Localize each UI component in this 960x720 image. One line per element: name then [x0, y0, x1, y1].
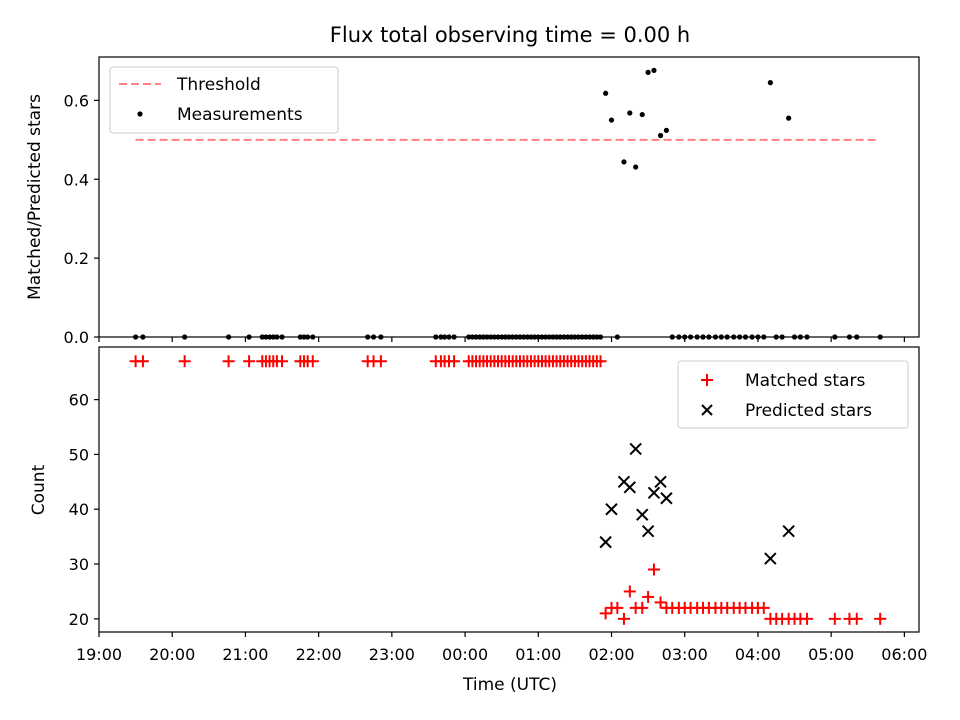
count-x-ticks: 19:00 20:00 21:00 22:00 23:00 00:00 01:00 02:00…: [76, 632, 927, 664]
ratio-y-tick-label: 0.4: [64, 170, 89, 189]
chart-title: Flux total observing time = 0.00 h: [330, 23, 690, 47]
matched-star-point: [617, 612, 630, 625]
predicted-star-point: [647, 486, 661, 499]
matched-star-point: [599, 607, 612, 620]
matched-star-point: [654, 596, 667, 609]
ratio-x-ticks: [98, 337, 905, 342]
predicted-star-point: [654, 475, 667, 489]
predicted-star-point: [782, 524, 795, 538]
count-panel-frame: [98, 346, 920, 633]
matched-star-point: [874, 612, 887, 625]
matched-star-point: [222, 355, 235, 368]
x-axis-label: Time (UTC): [462, 675, 557, 695]
measurements-legend-swatch: [137, 111, 143, 117]
x-tick-label: 05:00: [808, 645, 854, 664]
predicted-star-point: [636, 508, 649, 521]
x-tick-label: 19:00: [76, 645, 122, 664]
ratio-panel: 0.0 0.2 0.4 0.6 Matched/Predicted stars Thr…: [25, 56, 920, 347]
matched-legend-label: Matched stars: [745, 371, 865, 391]
count-y-tick-label: 50: [69, 445, 89, 464]
predicted-star-point: [641, 524, 655, 538]
measurement-point: [627, 110, 633, 116]
matched-star-point: [611, 601, 624, 614]
x-tick-label: 06:00: [881, 645, 927, 664]
count-y-axis-label: Count: [29, 464, 49, 515]
x-tick-label: 21:00: [222, 645, 268, 664]
matched-star-point: [623, 585, 636, 598]
count-y-tick-label: 60: [69, 391, 89, 410]
matched-legend-swatch: [701, 374, 713, 386]
matched-star-point: [594, 355, 607, 368]
matched-star-point: [647, 563, 660, 576]
threshold-legend-label: Threshold: [176, 75, 261, 95]
matched-star-point: [136, 355, 149, 368]
measurements-legend-label: Measurements: [177, 105, 303, 125]
predicted-legend-label: Predicted stars: [745, 401, 872, 421]
matched-star-point: [243, 355, 256, 368]
matched-star-point: [636, 601, 649, 614]
matched-star-point: [276, 355, 289, 368]
measurement-point: [663, 127, 670, 133]
x-tick-label: 00:00: [442, 645, 488, 664]
measurement-point: [633, 164, 639, 170]
ratio-y-tick-label: 0.0: [64, 328, 89, 347]
count-y-tick-label: 40: [69, 500, 89, 519]
measurement-point: [651, 67, 657, 74]
matched-star-point: [800, 612, 813, 625]
matched-star-point: [178, 355, 191, 368]
ratio-panel-frame: [98, 56, 920, 338]
count-marks: [129, 355, 887, 625]
x-tick-label: 22:00: [296, 645, 342, 664]
matched-star-point: [757, 601, 770, 614]
x-tick-label: 04:00: [735, 645, 781, 664]
ratio-y-ticks: 0.0 0.2 0.4 0.6: [64, 91, 99, 347]
ratio-y-tick-label: 0.6: [64, 91, 89, 110]
count-legend-box: [677, 360, 909, 429]
x-tick-label: 03:00: [662, 645, 708, 664]
matched-star-point: [642, 590, 655, 603]
x-tick-label: 23:00: [369, 645, 415, 664]
x-tick-label: 02:00: [588, 645, 634, 664]
measurement-point: [639, 111, 645, 118]
predicted-star-point: [605, 503, 618, 516]
predicted-star-point: [660, 492, 673, 505]
matched-star-point: [828, 612, 841, 625]
count-y-tick-label: 30: [69, 555, 89, 574]
predicted-star-point: [764, 552, 777, 565]
measurement-point: [603, 90, 609, 96]
predicted-star-point: [623, 481, 637, 494]
matched-star-point: [448, 355, 461, 368]
ratio-legend: Threshold Measurements: [109, 66, 339, 134]
predicted-star-point: [599, 535, 612, 549]
ratio-legend-box: [109, 66, 339, 134]
ratio-y-tick-label: 0.2: [64, 249, 89, 268]
measurement-point: [621, 159, 627, 165]
matched-star-point: [306, 355, 319, 368]
count-panel: 20 30 40 50 60 19:00 20:00 21:00 22:00 23:00 00:0…: [29, 346, 927, 695]
measurement-point: [767, 80, 773, 86]
predicted-legend-swatch: [701, 404, 713, 416]
predicted-star-point: [629, 442, 642, 456]
ratio-y-axis-label: Matched/Predicted stars: [25, 94, 45, 300]
measurement-point: [657, 132, 664, 139]
measurement-point: [645, 69, 651, 75]
x-tick-label: 20:00: [149, 645, 195, 664]
count-y-ticks: 20 30 40 50 60: [69, 391, 99, 629]
x-tick-label: 01:00: [515, 645, 561, 664]
matched-star-point: [374, 355, 387, 368]
count-y-tick-label: 20: [69, 610, 89, 629]
measurement-point: [786, 115, 792, 121]
count-legend: Matched stars Predicted stars: [677, 360, 909, 429]
matched-star-point: [850, 612, 863, 625]
measurement-point: [608, 117, 615, 123]
